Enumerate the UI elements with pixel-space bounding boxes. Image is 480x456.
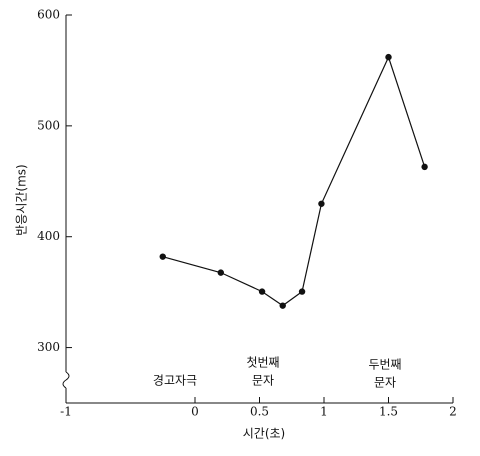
y-axis-label: 반응시간(ms) [15, 164, 29, 235]
annotation: 두번째 [368, 358, 401, 372]
point [385, 53, 392, 61]
x-tick-label: 2 [449, 405, 457, 419]
annotation: 문자 [252, 374, 274, 388]
axis-break [62, 371, 70, 389]
y-tick-label: 500 [37, 118, 60, 132]
point [318, 200, 325, 207]
line [162, 55, 426, 307]
point [217, 269, 224, 276]
point [279, 302, 286, 309]
x-tick-label: 0.5 [250, 405, 269, 419]
annotation: 경고자극 [153, 374, 197, 388]
point [421, 163, 428, 171]
point [258, 288, 266, 295]
x-axis-label: 시간(초) [243, 427, 285, 441]
point [159, 253, 166, 260]
x-tick-label: 1.5 [379, 405, 398, 419]
annotation: 첫번째 [246, 356, 279, 370]
axis-break-gap [55, 369, 69, 391]
x-tick-label: 0 [191, 405, 199, 419]
x-tick-label: 1 [320, 405, 328, 419]
annotation: 문자 [374, 376, 396, 390]
y-tick-label: 300 [37, 340, 60, 354]
y-tick-label: 600 [37, 8, 60, 22]
y-tick-label: 400 [37, 229, 60, 243]
x-tick-label: -1 [60, 405, 72, 419]
point [298, 288, 306, 295]
